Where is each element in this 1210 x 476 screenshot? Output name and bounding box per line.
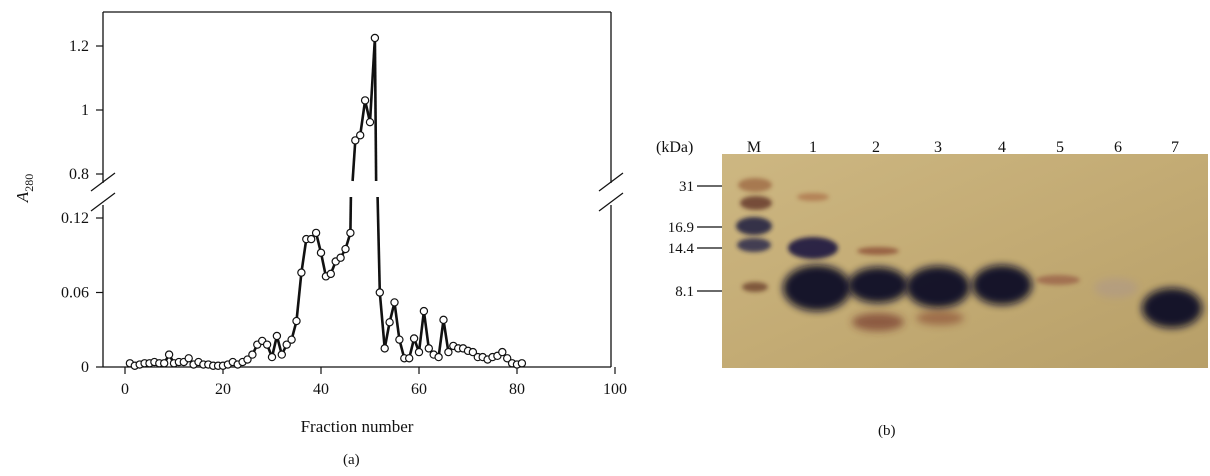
y-tick-label: 0.06	[61, 285, 89, 302]
gel-lane-label: 5	[1056, 139, 1064, 156]
x-tick-label: 40	[313, 381, 329, 398]
data-point	[517, 359, 527, 368]
axis-break-mark	[90, 172, 116, 192]
data-point	[356, 131, 365, 140]
data-point	[336, 253, 345, 262]
series-segment	[383, 322, 391, 349]
data-point	[395, 335, 404, 344]
series-segment	[442, 319, 450, 353]
x-tick-label: 60	[411, 381, 427, 398]
y-tick-label: 1.2	[69, 38, 89, 55]
data-point	[370, 33, 380, 43]
series-segment	[378, 292, 386, 349]
x-axis-label: Fraction number	[301, 417, 414, 436]
data-point	[277, 350, 286, 359]
data-point	[267, 352, 277, 362]
axis-break-mark	[598, 172, 624, 192]
y-axis-label-main: A	[13, 191, 32, 203]
x-tick-label: 100	[603, 381, 627, 398]
data-point	[414, 347, 424, 357]
data-point	[184, 354, 193, 363]
data-point	[360, 96, 370, 105]
y-tick-label: 0	[81, 359, 89, 376]
data-point	[326, 269, 335, 279]
panel-a-label: (a)	[343, 452, 360, 468]
series-segment	[358, 100, 367, 136]
gel-lane-label: 1	[809, 139, 817, 156]
series-segment	[422, 310, 431, 349]
data-point	[419, 306, 429, 316]
gel-bands	[736, 178, 1202, 331]
data-point	[424, 344, 433, 353]
gel-marker-label: 14.4	[668, 241, 695, 257]
gel-lane-label: 6	[1114, 139, 1122, 156]
series-segment	[373, 37, 378, 182]
data-point	[307, 234, 316, 244]
series-segment	[300, 238, 308, 273]
series-segment	[295, 272, 303, 322]
x-tick-label: 0	[121, 381, 129, 398]
data-point	[351, 136, 360, 145]
data-point	[385, 318, 394, 327]
gel-units-label: (kDa)	[656, 139, 693, 156]
data-point	[316, 248, 326, 257]
gel-image	[722, 154, 1208, 368]
data-point	[282, 340, 291, 349]
gel-marker-label: 8.1	[675, 284, 694, 300]
y-tick-label: 1	[81, 102, 89, 119]
series-segment	[393, 302, 401, 340]
series-segment	[437, 319, 445, 358]
data-point	[272, 331, 282, 341]
y-tick-label: 0.12	[61, 210, 89, 227]
data-point	[468, 347, 478, 357]
data-point	[405, 354, 414, 363]
data-point	[365, 117, 375, 127]
data-point	[503, 354, 512, 363]
data-point	[159, 359, 169, 368]
gel-lane-label: 3	[934, 139, 942, 156]
data-point	[375, 288, 384, 297]
data-point	[164, 350, 174, 359]
data-point	[439, 315, 448, 325]
data-point	[444, 347, 453, 357]
gel-marker-label: 31	[679, 179, 694, 195]
data-point	[262, 340, 272, 349]
data-point	[341, 244, 350, 254]
y-axis-label: A280	[13, 174, 36, 203]
electrophoresis-gel: (kDa) M 1 2 3 4 5 6 7 31 16.9 14.4 8.1	[656, 139, 1208, 368]
chromatography-chart: 0 20 40 60 80 100 0 0.06 0.12 0.8 1 1.2 Fraction nu…	[13, 11, 627, 436]
plot-frame	[103, 12, 611, 367]
data-point	[390, 298, 399, 307]
data-point	[380, 344, 389, 353]
data-point	[498, 347, 507, 357]
gel-lane-label: 4	[998, 139, 1006, 156]
data-point	[311, 228, 321, 238]
x-tick-label: 20	[215, 381, 231, 398]
data-point	[346, 228, 355, 238]
data-point	[297, 268, 306, 277]
data-point	[292, 316, 301, 326]
series-segment	[351, 140, 357, 182]
axis-break-mark	[598, 192, 624, 212]
data-point	[409, 334, 419, 343]
y-axis-label-subscript: 280	[22, 174, 36, 192]
data-point	[243, 355, 252, 364]
gel-lane-label: 2	[872, 139, 880, 156]
panel-b-label: (b)	[878, 423, 896, 439]
gel-marker-label: 16.9	[668, 220, 694, 236]
y-tick-label: 0.8	[69, 166, 89, 183]
data-point	[248, 350, 257, 359]
data-point	[287, 335, 296, 344]
gel-lane-label: 7	[1171, 139, 1179, 156]
series-segment	[376, 196, 382, 293]
series-segment	[417, 310, 426, 353]
axis-break-mark	[90, 192, 116, 212]
x-tick-label: 80	[509, 381, 525, 398]
data-point	[434, 352, 443, 362]
gel-lane-label: M	[747, 139, 761, 156]
